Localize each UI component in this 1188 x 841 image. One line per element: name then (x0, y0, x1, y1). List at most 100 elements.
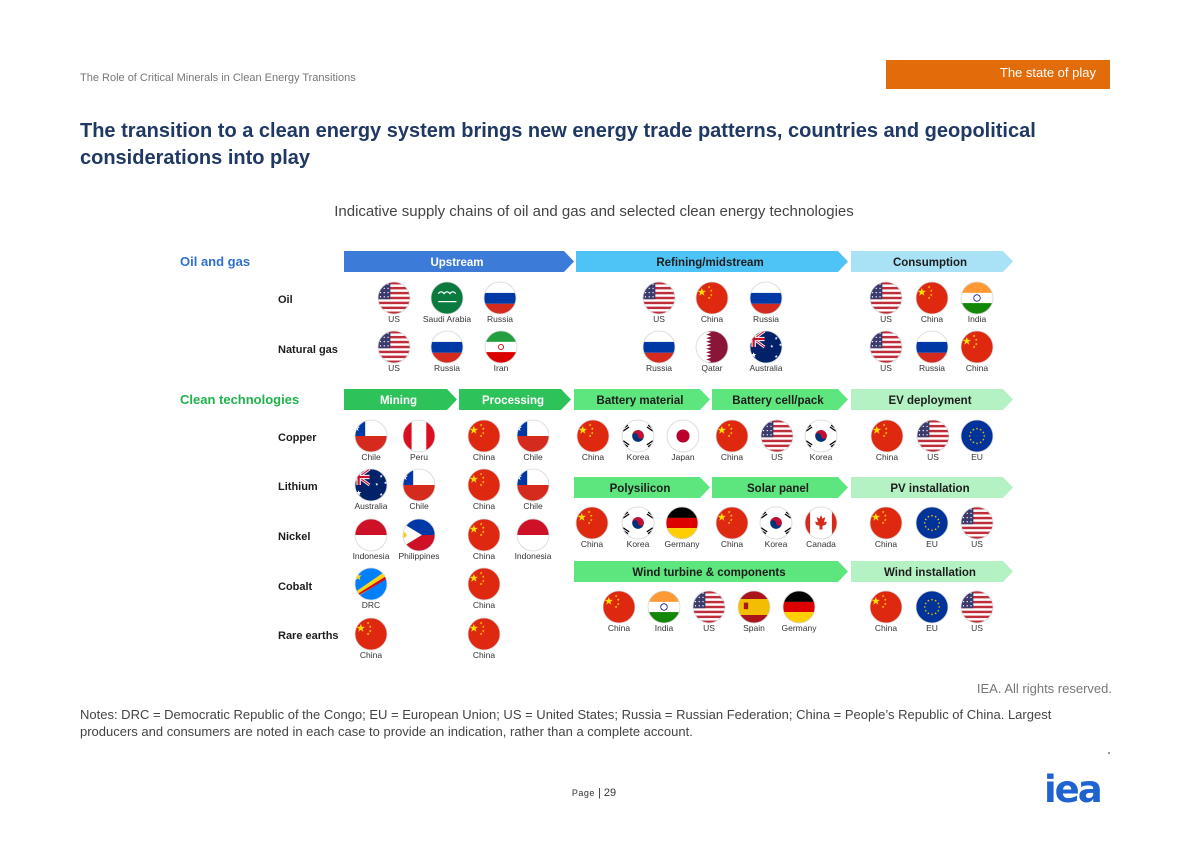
flag-label: US (388, 363, 400, 373)
flag-label: Germany (782, 623, 818, 633)
flag-philippines-icon: Philippines (398, 518, 440, 561)
stage-label-wind-installation: Wind installation (884, 567, 976, 579)
stage-banner-solar-panel (712, 477, 848, 498)
stage-banner-wind-turbine-components (574, 561, 848, 582)
section-tag: The state of play (886, 60, 1110, 89)
iea-logo: iea (1044, 768, 1103, 811)
figure-title: Indicative supply chains of oil and gas … (334, 203, 854, 220)
flag-china-icon: China (915, 281, 949, 324)
flag-label: China (966, 363, 988, 373)
page-word: Page (571, 788, 595, 798)
flag-label: India (968, 314, 987, 324)
flag-indonesia-icon: Indonesia (515, 518, 552, 561)
flag-iran-icon: Iran (484, 330, 518, 373)
flag-russia-icon: Russia (430, 330, 464, 373)
flag-label: China (473, 551, 495, 561)
flag-us-icon: US (960, 590, 994, 633)
flag-label: Spain (743, 623, 765, 633)
page-title: The transition to a clean energy system … (80, 120, 1036, 169)
flag-label: Russia (434, 363, 460, 373)
flag-label: Chile (523, 501, 543, 511)
stage-label-wind-turbine-components: Wind turbine & components (632, 567, 785, 579)
stage-label-mining: Mining (380, 395, 417, 407)
flag-us-icon: US (916, 419, 950, 462)
flag-indonesia-icon: Indonesia (353, 518, 390, 561)
decorative-dot (1108, 752, 1110, 754)
row-label-natural-gas: Natural gas (278, 344, 338, 356)
stage-banner-battery-material (574, 389, 710, 410)
flag-korea-icon: Korea (621, 419, 655, 462)
stage-banner-battery-cell-pack (712, 389, 848, 410)
flag-label: Chile (409, 501, 429, 511)
flag-russia-icon: Russia (483, 281, 517, 324)
flag-us-icon: US (642, 281, 676, 324)
flag-label: Iran (494, 363, 509, 373)
flag-label: US (388, 314, 400, 324)
flag-korea-icon: Korea (804, 419, 838, 462)
flag-label: Japan (671, 452, 694, 462)
flag-label: Russia (753, 314, 779, 324)
flag-label: China (473, 452, 495, 462)
stage-label-ev-deployment: EV deployment (888, 395, 971, 407)
row-label-copper: Copper (278, 432, 317, 444)
row-label-rare-earths: Rare earths (278, 630, 339, 642)
flag-label: EU (971, 452, 983, 462)
stage-banner-refining-midstream (576, 251, 848, 272)
stage-banner-processing (459, 389, 571, 410)
flag-china-icon: China (467, 567, 501, 610)
flag-china-icon: China (960, 330, 994, 373)
flag-label: US (703, 623, 715, 633)
stage-banner-ev-deployment (851, 389, 1013, 410)
flag-label: China (876, 452, 898, 462)
flag-label: Australia (749, 363, 782, 373)
flag-label: Korea (810, 452, 833, 462)
flag-label: US (971, 623, 983, 633)
flag-china-icon: China (467, 518, 501, 561)
flag-spain-icon: Spain (737, 590, 771, 633)
flag-label: China (582, 452, 604, 462)
flag-saudi-icon: Saudi Arabia (423, 281, 471, 324)
row-label-cobalt: Cobalt (278, 581, 313, 593)
flag-label: Saudi Arabia (423, 314, 471, 324)
flag-label: Peru (410, 452, 428, 462)
flag-australia-icon: Australia (749, 330, 783, 373)
flag-label: Canada (806, 539, 836, 549)
flag-australia-icon: Australia (354, 468, 388, 511)
row-label-lithium: Lithium (278, 481, 318, 493)
flag-label: China (473, 650, 495, 660)
flag-chile-icon: Chile (402, 468, 436, 511)
flag-label: Indonesia (515, 551, 552, 561)
flag-japan-icon: Japan (666, 419, 700, 462)
flag-india-icon: India (960, 281, 994, 324)
flag-label: China (921, 314, 943, 324)
flag-label: US (880, 314, 892, 324)
flag-us-icon: US (869, 281, 903, 324)
flag-label: Russia (646, 363, 672, 373)
flag-china-icon: China (602, 590, 636, 633)
stage-label-consumption: Consumption (893, 257, 967, 269)
flag-label: India (655, 623, 674, 633)
flag-china-icon: China (869, 506, 903, 549)
flag-label: China (581, 539, 603, 549)
flag-us-icon: US (692, 590, 726, 633)
flag-label: EU (926, 539, 938, 549)
flag-eu-icon: EU (915, 506, 949, 549)
flag-label: China (721, 452, 743, 462)
flag-label: Korea (765, 539, 788, 549)
flag-label: Russia (919, 363, 945, 373)
flag-us-icon: US (760, 419, 794, 462)
stage-label-polysilicon: Polysilicon (610, 483, 671, 495)
flag-label: China (875, 539, 897, 549)
flag-label: US (927, 452, 939, 462)
flag-china-icon: China (715, 419, 749, 462)
section-oil-and-gas: Oil and gas (180, 254, 250, 269)
flag-peru-icon: Peru (402, 419, 436, 462)
stage-banner-mining (344, 389, 457, 410)
flag-china-icon: China (354, 617, 388, 660)
flag-label: China (608, 623, 630, 633)
flag-label: China (701, 314, 723, 324)
flag-label: Philippines (398, 551, 439, 561)
flag-us-icon: US (960, 506, 994, 549)
flag-label: US (971, 539, 983, 549)
